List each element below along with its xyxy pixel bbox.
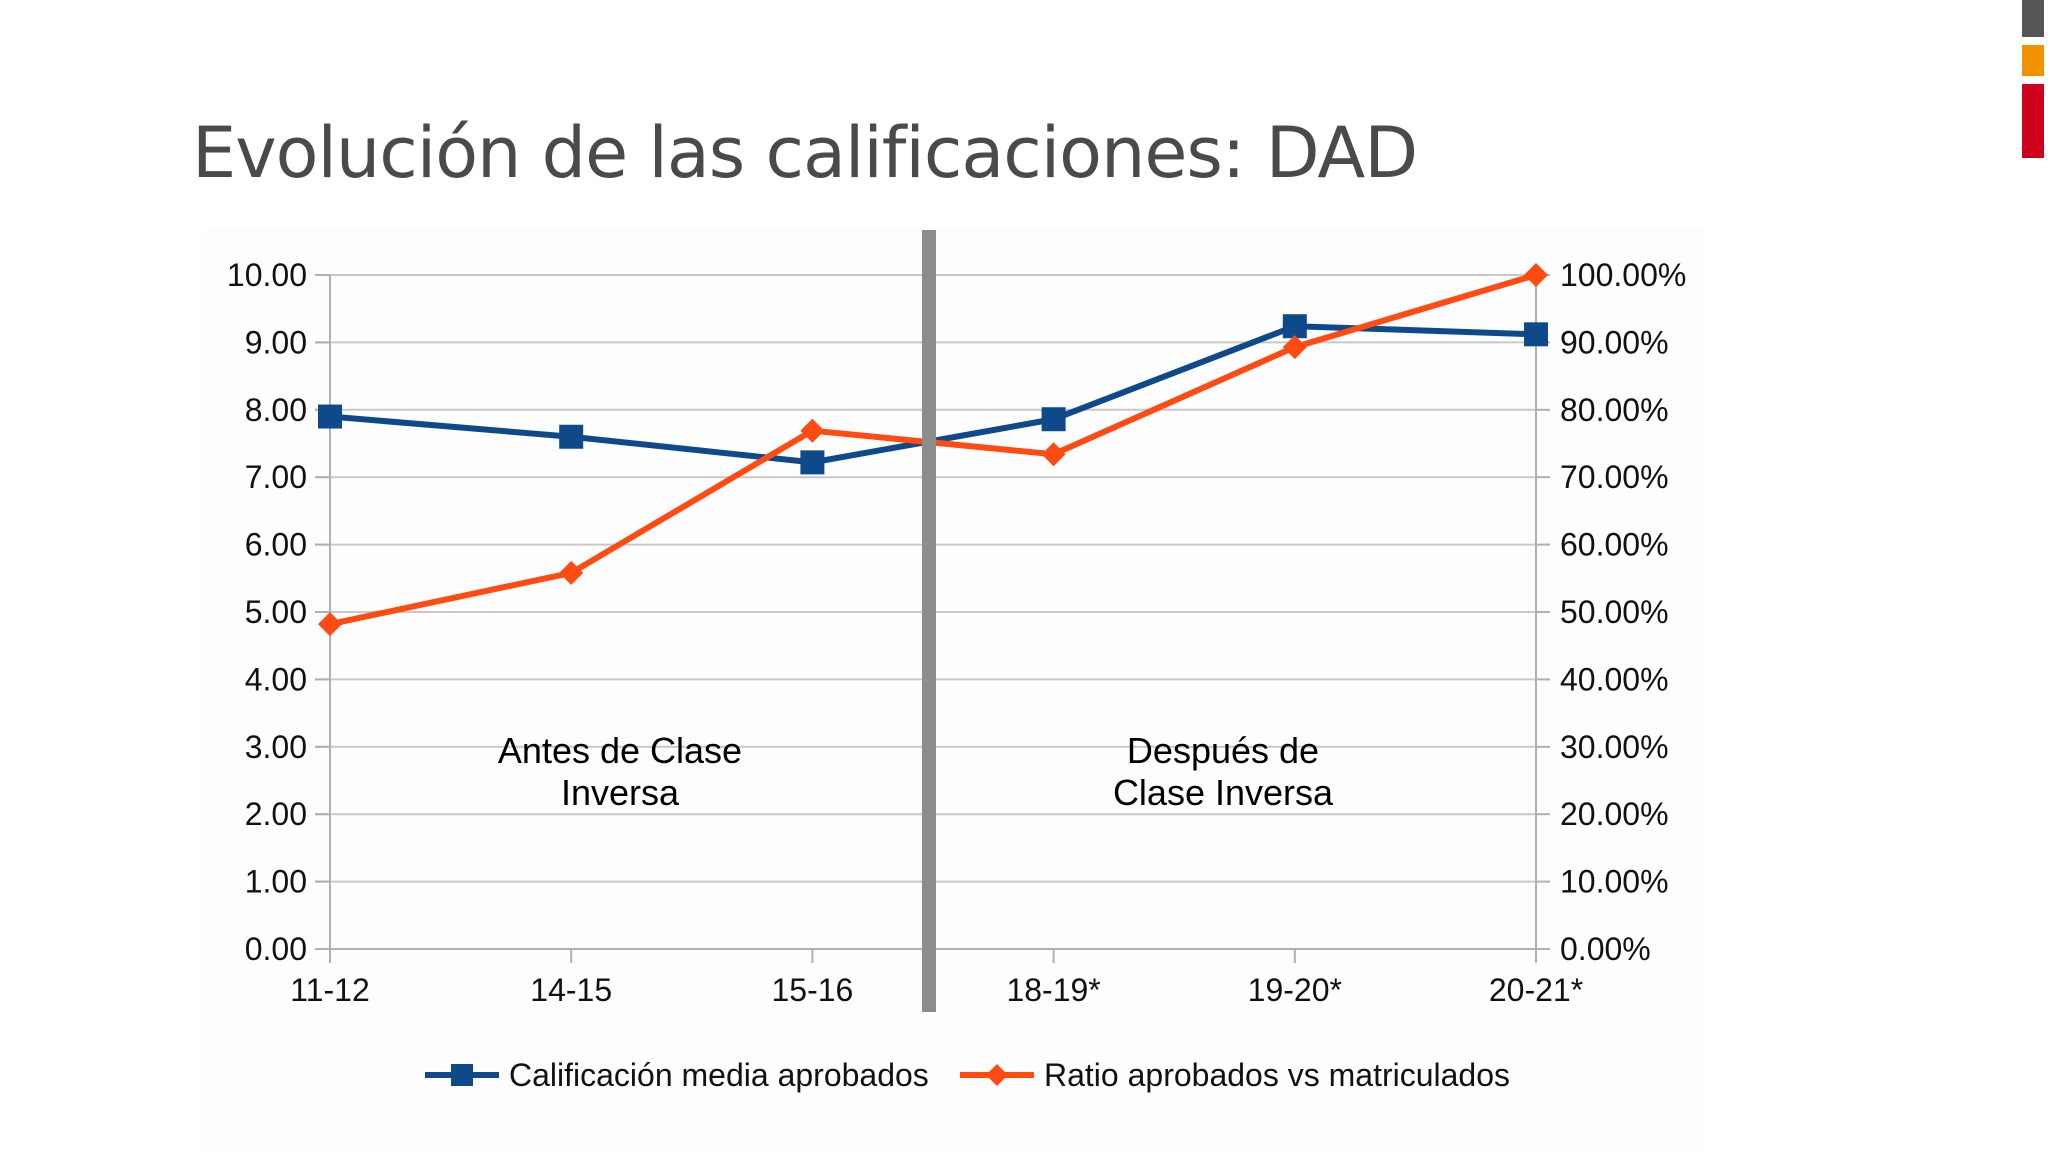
data-point-square — [1282, 314, 1307, 339]
decorative-bar-red — [2022, 84, 2044, 158]
y-left-tick-label: 4.00 — [245, 661, 307, 697]
legend-marker-diamond — [986, 1064, 1008, 1086]
data-point-square — [1041, 407, 1066, 432]
y-right-tick-label: 40.00% — [1560, 661, 1669, 697]
y-right-tick-label: 90.00% — [1560, 324, 1669, 360]
y-right-tick-label: 50.00% — [1560, 594, 1669, 630]
y-left-tick-label: 10.00 — [227, 257, 307, 293]
x-tick-label: 15-16 — [771, 972, 853, 1008]
y-left-tick-label: 3.00 — [245, 729, 307, 765]
divider-layer — [922, 230, 936, 1012]
y-left-tick-label: 6.00 — [245, 527, 307, 563]
y-right-tick-label: 20.00% — [1560, 796, 1669, 832]
slide-title: Evolución de las calificaciones: DAD — [192, 112, 1418, 194]
x-tick-label: 18-19* — [1006, 972, 1100, 1008]
y-left-tick-label: 2.00 — [245, 796, 307, 832]
y-right-tick-label: 0.00% — [1560, 931, 1651, 967]
y-right-tick-label: 10.00% — [1560, 864, 1669, 900]
data-point-diamond — [1282, 335, 1307, 360]
y-left-tick-label: 8.00 — [245, 392, 307, 428]
data-point-square — [800, 450, 825, 475]
decorative-bar-gray — [2022, 0, 2044, 37]
region-label: Clase Inversa — [1113, 772, 1334, 813]
tick-labels: 0.00 0.00% 1.00 10.00% 2.00 20.00% 3.00 30.00% 4… — [227, 257, 1686, 1008]
period-divider — [922, 230, 936, 1012]
y-right-tick-label: 60.00% — [1560, 527, 1669, 563]
data-point-square — [559, 424, 584, 449]
data-point-square — [1524, 322, 1548, 347]
chart-panel: 0.00 0.00% 1.00 10.00% 2.00 20.00% 3.00 30.00% 4… — [205, 230, 1705, 1152]
x-tick-label: 14-15 — [530, 972, 612, 1008]
data-point-diamond — [1524, 263, 1548, 287]
y-right-tick-label: 70.00% — [1560, 459, 1669, 495]
y-left-tick-label: 0.00 — [245, 931, 307, 967]
data-point-diamond — [318, 612, 342, 637]
y-right-tick-label: 30.00% — [1560, 729, 1669, 765]
y-left-tick-label: 9.00 — [245, 324, 307, 360]
data-point-diamond — [800, 418, 825, 443]
y-left-tick-label: 1.00 — [245, 864, 307, 900]
x-tick-label: 11-12 — [290, 972, 369, 1008]
x-tick-label: 19-20* — [1248, 972, 1342, 1008]
legend-label: Calificación media aprobados — [509, 1057, 929, 1093]
y-right-tick-label: 100.00% — [1560, 257, 1686, 293]
region-label: Antes de Clase — [498, 730, 742, 771]
x-tick-label: 20-21* — [1489, 972, 1583, 1008]
y-left-tick-label: 7.00 — [245, 459, 307, 495]
decorative-bar-orange — [2022, 45, 2044, 76]
data-point-diamond — [559, 560, 584, 585]
y-right-tick-label: 80.00% — [1560, 392, 1669, 428]
region-label: Inversa — [561, 772, 680, 813]
legend: Calificación media aprobados Ratio aproba… — [425, 1057, 1510, 1093]
legend-label: Ratio aprobados vs matriculados — [1044, 1057, 1510, 1093]
line-chart: 0.00 0.00% 1.00 10.00% 2.00 20.00% 3.00 30.00% 4… — [227, 230, 1686, 1093]
data-point-diamond — [1041, 442, 1066, 467]
legend-marker-square — [451, 1064, 473, 1086]
y-left-tick-label: 5.00 — [245, 594, 307, 630]
data-point-square — [318, 404, 342, 429]
region-label: Después de — [1127, 730, 1319, 771]
